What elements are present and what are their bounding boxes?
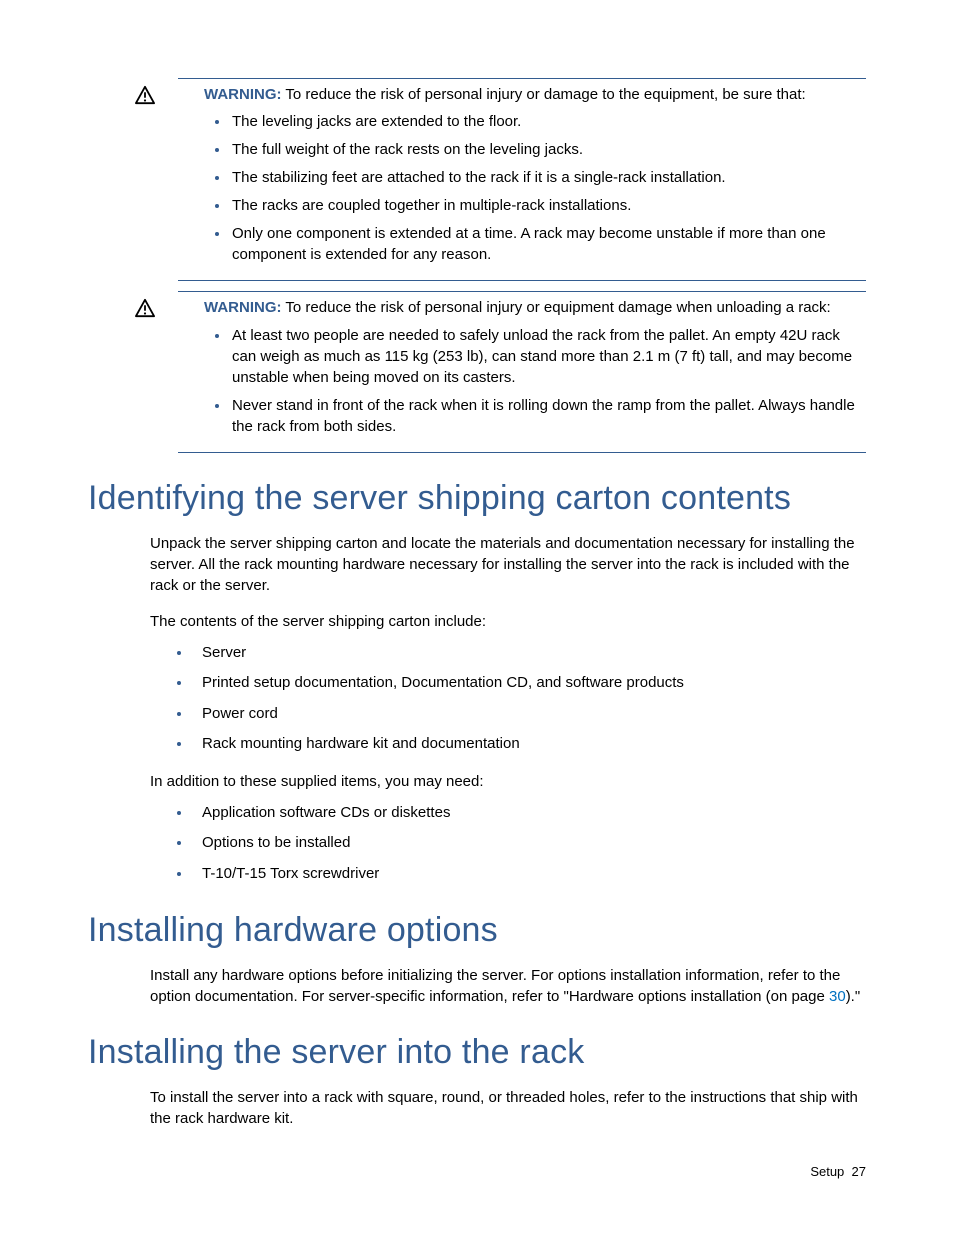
list-item: Application software CDs or diskettes: [192, 802, 866, 825]
warning-2-label: WARNING:: [204, 299, 282, 316]
heading-hardware-options: Installing hardware options: [88, 911, 866, 950]
carton-contents-list: Server Printed setup documentation, Docu…: [88, 642, 866, 756]
list-item: The full weight of the rack rests on the…: [230, 139, 866, 160]
warning-icon: [134, 298, 156, 318]
list-item: Power cord: [192, 703, 866, 726]
list-item: Never stand in front of the rack when it…: [230, 395, 866, 437]
hardware-para-pre: Install any hardware options before init…: [150, 967, 840, 1005]
heading-identifying: Identifying the server shipping carton c…: [88, 479, 866, 518]
warning-2-lead: WARNING: To reduce the risk of personal …: [178, 298, 866, 318]
warning-icon: [134, 85, 156, 105]
warning-2-list: At least two people are needed to safely…: [178, 325, 866, 437]
warning-callout-2: WARNING: To reduce the risk of personal …: [178, 291, 866, 452]
identifying-para-2: The contents of the server shipping cart…: [150, 611, 866, 632]
list-item: Printed setup documentation, Documentati…: [192, 672, 866, 695]
warning-1-label: WARNING:: [204, 86, 282, 103]
page-footer: Setup 27: [810, 1164, 866, 1179]
list-item: The leveling jacks are extended to the f…: [230, 111, 866, 132]
identifying-para-3: In addition to these supplied items, you…: [150, 771, 866, 792]
list-item: The racks are coupled together in multip…: [230, 195, 866, 216]
warning-1-lead: WARNING: To reduce the risk of personal …: [178, 85, 866, 105]
footer-section: Setup: [810, 1164, 844, 1179]
list-item: Server: [192, 642, 866, 665]
warning-2-lead-text: To reduce the risk of personal injury or…: [285, 299, 830, 316]
list-item: Only one component is extended at a time…: [230, 223, 866, 265]
install-rack-para: To install the server into a rack with s…: [150, 1087, 866, 1129]
identifying-para-1: Unpack the server shipping carton and lo…: [150, 533, 866, 596]
list-item: T-10/T-15 Torx screwdriver: [192, 863, 866, 886]
hardware-options-para: Install any hardware options before init…: [150, 965, 866, 1007]
document-page: WARNING: To reduce the risk of personal …: [0, 0, 954, 1235]
footer-page-number: 27: [852, 1164, 866, 1179]
page-link-30[interactable]: 30: [829, 988, 846, 1005]
list-item: The stabilizing feet are attached to the…: [230, 167, 866, 188]
list-item: Rack mounting hardware kit and documenta…: [192, 733, 866, 756]
list-item: At least two people are needed to safely…: [230, 325, 866, 388]
heading-install-rack: Installing the server into the rack: [88, 1033, 866, 1072]
additional-items-list: Application software CDs or diskettes Op…: [88, 802, 866, 886]
warning-1-lead-text: To reduce the risk of personal injury or…: [285, 86, 805, 103]
list-item: Options to be installed: [192, 832, 866, 855]
warning-1-list: The leveling jacks are extended to the f…: [178, 111, 866, 265]
hardware-para-post: ).": [846, 988, 861, 1005]
warning-callout-1: WARNING: To reduce the risk of personal …: [178, 78, 866, 281]
